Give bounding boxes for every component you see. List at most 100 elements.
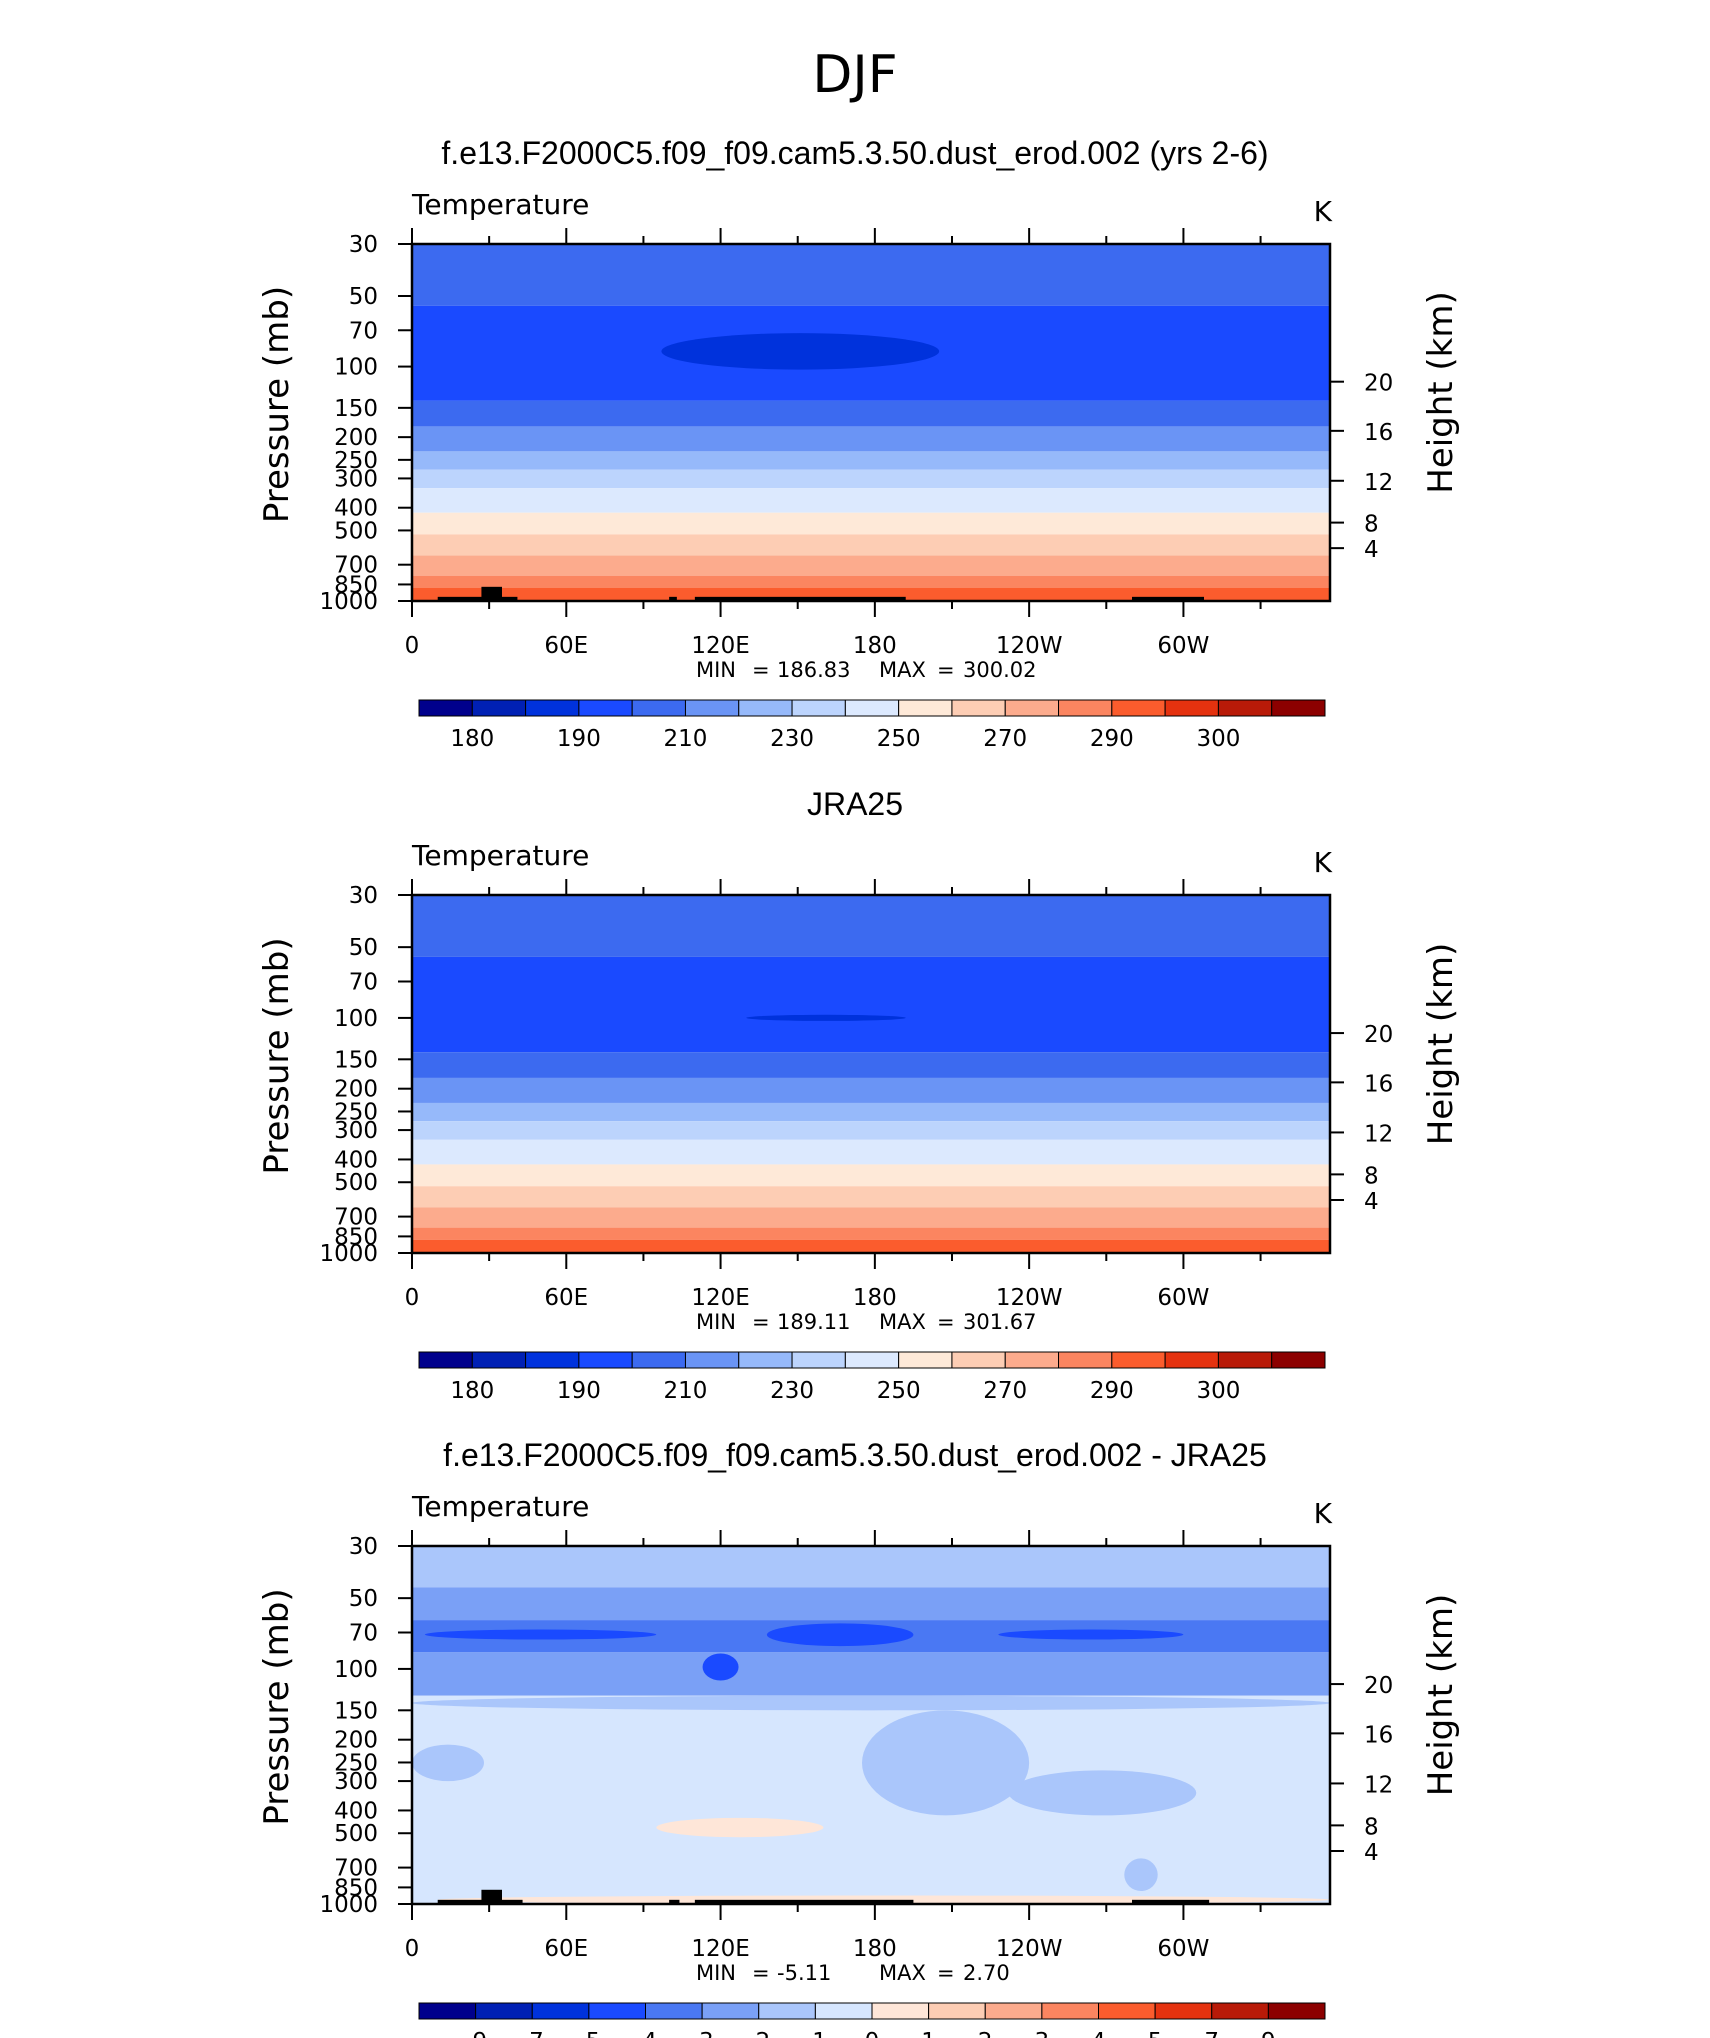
colorbar-box (1004, 1351, 1060, 1369)
contour-region (412, 1744, 484, 1782)
plot-frame (410, 893, 1332, 1255)
colorbar-box (898, 699, 953, 717)
x-tick-label: 60E (544, 633, 588, 659)
topography-mask (669, 1899, 680, 1904)
contour-region (1124, 1858, 1158, 1891)
colorbar-box (1164, 1351, 1219, 1369)
contour-band (412, 1227, 1330, 1240)
y2-tick-label: 20 (1364, 371, 1393, 397)
colorbar-box (1154, 2002, 1213, 2020)
colorbar-box (791, 1351, 846, 1369)
colorbar-label: 210 (664, 726, 708, 752)
y-tick-label: 200 (334, 425, 378, 451)
topography-mask (669, 596, 677, 601)
plot-frame (410, 242, 1332, 603)
colorbar-box (684, 699, 740, 717)
colorbar-box (531, 2002, 590, 2020)
colorbar-box (1211, 2002, 1269, 2020)
colorbar-label: 290 (1090, 1378, 1134, 1404)
topography-mask (481, 586, 502, 601)
colorbar-label: 4 (1091, 2029, 1106, 2038)
y2-tick-label: 12 (1364, 470, 1393, 496)
colorbar-box (418, 2002, 477, 2020)
contour-fill (412, 895, 1330, 1253)
colorbar-label: -2 (747, 2029, 770, 2038)
colorbar-box (738, 1351, 793, 1369)
min-value: 189.11 (777, 1310, 850, 1334)
min-label: MIN (696, 1961, 736, 1985)
contour-band (412, 587, 1330, 601)
topography-mask (481, 1889, 502, 1904)
contour-band (412, 488, 1330, 513)
colorbar-label: 230 (770, 1378, 814, 1404)
colorbar-label: 2 (978, 2029, 993, 2038)
x-tick-label: 60E (544, 1285, 588, 1311)
panel-title: f.e13.F2000C5.f09_f09.cam5.3.50.dust_ero… (443, 1437, 1267, 1473)
units-string: K (1314, 846, 1333, 879)
contour-band (412, 1121, 1330, 1140)
contour-fill (412, 1546, 1331, 1905)
x-tick-label: 60E (544, 1936, 588, 1962)
y-tick-label: 300 (334, 466, 378, 492)
colorbar-box (471, 1351, 527, 1369)
contour-band (412, 1139, 1330, 1165)
colorbar-box (475, 2002, 533, 2020)
colorbar-box (1111, 1351, 1166, 1369)
colorbar-box (578, 1351, 633, 1369)
contour-band (412, 1207, 1330, 1228)
y2-tick-label: 4 (1364, 537, 1379, 563)
colorbar-box (1098, 2002, 1156, 2020)
colorbar-box (1267, 2002, 1326, 2020)
x-tick-label: 180 (853, 1936, 897, 1962)
colorbar-box (684, 1351, 740, 1369)
x-tick-label: 60W (1157, 633, 1209, 659)
y-tick-label: 150 (334, 1698, 378, 1724)
contour-band (412, 1239, 1330, 1253)
colorbar: -9 -7 -5 -4 -3 -2 -1 0 1 2 3 4 5 7 9 (418, 2002, 1326, 2038)
contour-band (412, 555, 1330, 576)
y-tick-label: 30 (349, 883, 378, 909)
colorbar-box (814, 2002, 873, 2020)
colorbar-box (951, 699, 1006, 717)
y-tick-label: 150 (334, 396, 378, 422)
colorbar-box (898, 1351, 953, 1369)
colorbar-box (525, 1351, 580, 1369)
colorbar-label: 270 (983, 1378, 1027, 1404)
colorbar-box (418, 1351, 473, 1369)
colorbar-box (1217, 699, 1273, 717)
panel-2: JRA25 Temperature K 0 60E 120E 180 120W 60W 30 50 7… (257, 786, 1461, 1404)
colorbar-label: -3 (691, 2029, 714, 2038)
contour-band (412, 1077, 1330, 1103)
contour-band (412, 1695, 1330, 1904)
y-tick-label: 50 (349, 284, 378, 310)
contour-band (412, 575, 1330, 588)
y-tick-label: 100 (334, 1006, 378, 1032)
colorbar-box (1217, 1351, 1273, 1369)
left-string: Temperature (411, 188, 589, 221)
colorbar-box (844, 699, 900, 717)
contour-band (412, 1102, 1330, 1122)
y-tick-label: 250 (334, 1750, 378, 1776)
y-tick-label: 30 (349, 1534, 378, 1560)
y2-axis-title: Height (km) (1421, 1594, 1461, 1797)
y-tick-label: 200 (334, 1728, 378, 1754)
y-tick-label: 30 (349, 232, 378, 258)
y2-tick-label: 20 (1364, 1022, 1393, 1048)
y-tick-label: 150 (334, 1047, 378, 1073)
contour-band (412, 1546, 1330, 1588)
contour-region (412, 1695, 1330, 1711)
y-axis-title: Pressure (mb) (257, 937, 297, 1174)
colorbar-box (758, 2002, 816, 2020)
y-tick-label: 250 (334, 1099, 378, 1125)
y2-tick-label: 8 (1364, 512, 1379, 538)
contour-band (412, 1186, 1330, 1208)
contour-band (412, 1587, 1330, 1621)
x-tick-label: 0 (405, 633, 420, 659)
colorbar-box (951, 1351, 1006, 1369)
colorbar-label: 190 (557, 726, 601, 752)
colorbar-box (844, 1351, 900, 1369)
y-tick-label: 700 (334, 1856, 378, 1882)
left-string: Temperature (411, 839, 589, 872)
max-value: 2.70 (963, 1961, 1010, 1985)
y2-axis-title: Height (km) (1421, 943, 1461, 1146)
